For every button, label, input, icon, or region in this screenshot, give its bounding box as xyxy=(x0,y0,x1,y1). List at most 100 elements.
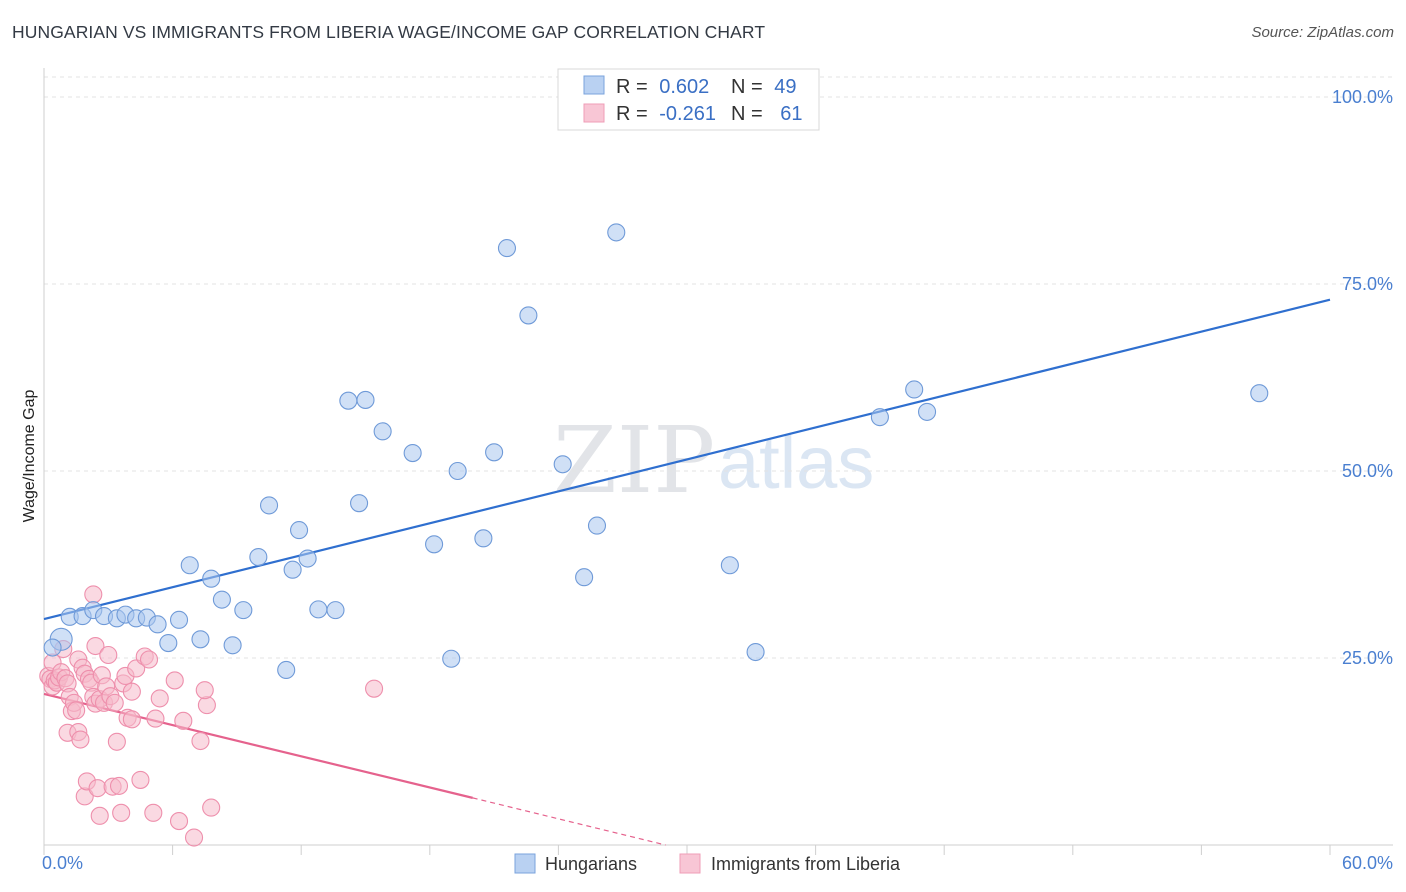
series-legend-swatch-hungarians xyxy=(514,853,536,874)
point-hungarians xyxy=(425,535,444,554)
point-liberia xyxy=(90,806,109,825)
point-hungarians xyxy=(474,529,493,548)
point-liberia xyxy=(122,710,141,729)
legend-n-label: N = xyxy=(731,76,768,98)
point-hungarians xyxy=(373,422,392,441)
point-hungarians xyxy=(290,521,309,540)
point-liberia xyxy=(109,776,129,795)
point-hungarians xyxy=(234,601,253,620)
point-hungarians xyxy=(1250,384,1269,403)
legend-r-label: R = xyxy=(616,76,653,98)
watermark-atlas: atlas xyxy=(718,421,874,504)
legend-n-label: N = xyxy=(731,103,768,125)
point-hungarians xyxy=(905,380,924,399)
point-liberia xyxy=(184,828,204,847)
watermark: ZIP atlas xyxy=(553,407,874,514)
point-hungarians xyxy=(553,455,572,474)
point-hungarians xyxy=(607,223,626,242)
point-hungarians xyxy=(159,633,178,653)
svg-text:N = 49: N = 49 xyxy=(731,76,797,98)
points-hungarians xyxy=(43,223,1269,680)
y-tick-label-3: 100.0% xyxy=(1332,87,1393,107)
legend-r-value-liberia: -0.261 xyxy=(659,103,716,125)
series-legend-liberia: Immigrants from Liberia xyxy=(711,854,901,874)
point-hungarians xyxy=(442,649,461,668)
point-hungarians xyxy=(169,610,189,629)
point-liberia xyxy=(165,671,184,690)
point-hungarians xyxy=(485,443,504,462)
point-hungarians xyxy=(298,549,317,568)
svg-text:R = -0.261: R = -0.261 xyxy=(616,103,716,125)
legend-swatch-hungarians xyxy=(583,75,605,95)
point-hungarians xyxy=(497,239,517,258)
trend-line-liberia-extension xyxy=(472,797,666,846)
point-liberia xyxy=(139,650,159,669)
point-hungarians xyxy=(356,390,375,409)
point-hungarians xyxy=(403,443,422,463)
x-tick-label-min: 0.0% xyxy=(42,853,83,873)
gridlines xyxy=(44,76,1393,659)
point-hungarians xyxy=(339,391,358,410)
point-liberia xyxy=(88,779,107,798)
svg-text:R = 0.602: R = 0.602 xyxy=(616,76,709,98)
trend-lines xyxy=(43,298,1331,846)
point-hungarians xyxy=(249,547,268,567)
point-hungarians xyxy=(720,556,739,575)
point-hungarians xyxy=(212,590,231,609)
y-tick-label-0: 25.0% xyxy=(1342,648,1393,668)
point-hungarians xyxy=(746,642,765,662)
point-liberia xyxy=(144,803,163,822)
point-liberia xyxy=(99,645,118,665)
legend-swatch-liberia xyxy=(583,103,605,123)
point-liberia xyxy=(131,770,150,789)
point-hungarians xyxy=(202,569,221,588)
point-liberia xyxy=(86,636,105,656)
point-liberia xyxy=(195,681,214,700)
point-liberia xyxy=(191,731,210,751)
point-hungarians xyxy=(519,306,538,325)
point-hungarians xyxy=(870,408,889,427)
point-hungarians xyxy=(350,494,369,513)
point-liberia xyxy=(202,798,221,817)
axes xyxy=(43,68,1393,855)
point-hungarians xyxy=(448,461,467,481)
legend-n-value-hungarians: 49 xyxy=(774,76,796,98)
point-hungarians xyxy=(326,601,345,620)
point-liberia xyxy=(112,803,131,822)
chart-title: HUNGARIAN VS IMMIGRANTS FROM LIBERIA WAG… xyxy=(12,22,766,42)
series-legend-hungarians: Hungarians xyxy=(545,854,637,874)
point-hungarians xyxy=(259,496,279,515)
point-liberia xyxy=(105,693,124,712)
point-liberia xyxy=(71,730,90,749)
point-liberia xyxy=(150,689,169,708)
point-hungarians xyxy=(575,568,594,587)
x-tick-labels: 0.0% 60.0% xyxy=(42,853,1393,873)
y-tick-label-2: 75.0% xyxy=(1342,274,1393,294)
legend-r-label: R = xyxy=(616,103,653,125)
point-liberia xyxy=(122,682,141,701)
point-hungarians xyxy=(43,638,62,657)
watermark-zip: ZIP xyxy=(553,407,715,514)
point-hungarians xyxy=(918,402,937,421)
legend-r-value-hungarians: 0.602 xyxy=(659,76,709,98)
point-hungarians xyxy=(587,516,607,535)
y-tick-label-1: 50.0% xyxy=(1342,461,1393,481)
point-hungarians xyxy=(191,630,210,649)
point-liberia xyxy=(67,701,86,720)
point-liberia xyxy=(169,812,189,831)
point-hungarians xyxy=(277,660,296,680)
correlation-legend: R = 0.602 N = 49 R = -0.261 N = 61 xyxy=(557,68,820,131)
point-hungarians xyxy=(148,615,167,634)
point-liberia xyxy=(197,696,216,715)
point-liberia xyxy=(107,732,126,751)
series-legend-swatch-liberia xyxy=(679,853,701,874)
series-legend: Hungarians Immigrants from Liberia xyxy=(514,853,901,874)
point-liberia xyxy=(365,679,384,698)
point-hungarians xyxy=(180,556,199,575)
point-liberia xyxy=(146,709,165,728)
y-tick-labels: 25.0% 50.0% 75.0% 100.0% xyxy=(1332,87,1393,668)
svg-text:N = 61: N = 61 xyxy=(731,103,803,125)
trend-line-hungarians xyxy=(43,298,1331,621)
legend-n-value-liberia: 61 xyxy=(780,103,802,125)
